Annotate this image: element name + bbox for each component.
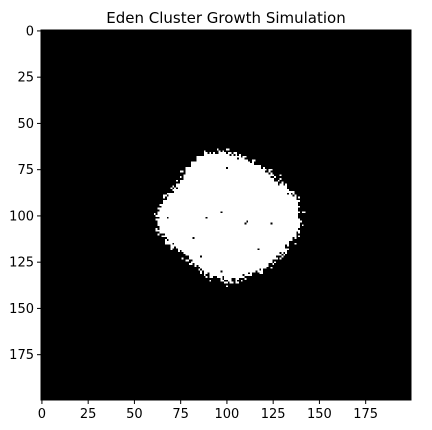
y-axis: 0 25 50 75 100 125 150 175 xyxy=(9,24,41,363)
x-tick-label: 150 xyxy=(307,407,332,422)
y-tick-label: 125 xyxy=(9,256,34,271)
x-axis: 0 25 50 75 100 125 150 175 xyxy=(38,400,378,422)
x-tick-label: 175 xyxy=(353,407,378,422)
x-tick-label: 75 xyxy=(172,407,189,422)
y-tick-label: 175 xyxy=(9,348,34,363)
y-tick-label: 100 xyxy=(9,209,34,224)
plot-area xyxy=(40,29,412,401)
x-tick-label: 100 xyxy=(215,407,240,422)
y-tick-label: 150 xyxy=(9,302,34,317)
x-tick-label: 25 xyxy=(80,407,97,422)
x-tick-label: 50 xyxy=(126,407,143,422)
y-tick-label: 0 xyxy=(26,24,34,39)
plot-frame xyxy=(40,29,412,401)
chart-title: Eden Cluster Growth Simulation xyxy=(106,9,345,27)
x-tick-label: 0 xyxy=(38,407,46,422)
y-tick-label: 25 xyxy=(17,71,34,86)
y-tick-label: 50 xyxy=(17,117,34,132)
cluster-image xyxy=(41,30,411,400)
x-tick-label: 125 xyxy=(261,407,286,422)
y-tick-label: 75 xyxy=(17,163,34,178)
